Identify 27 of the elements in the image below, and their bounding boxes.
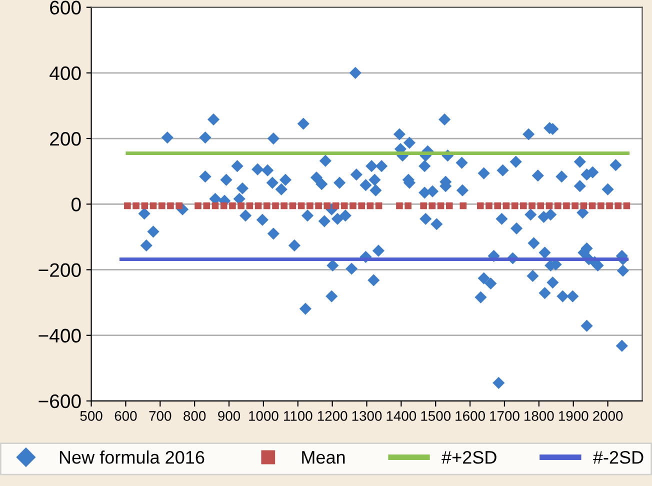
x-tick-label: 1900 [558, 411, 588, 421]
x-tick-label: 500 [80, 411, 102, 421]
y-tick-label: −400 [38, 328, 81, 343]
y-tick-label: 200 [50, 132, 81, 146]
y-tick-label: 400 [50, 66, 81, 80]
y-tick-label: −200 [38, 263, 81, 277]
x-tick-label: 1500 [421, 411, 451, 421]
x-tick-label: 1000 [249, 411, 278, 421]
y-tick-label: −600 [38, 394, 81, 408]
x-tick-label: 1800 [524, 411, 554, 421]
x-tick-label: 600 [114, 411, 137, 421]
legend-label: #+2SD [442, 450, 496, 464]
x-tick-label: 1300 [352, 411, 382, 421]
y-tick-label: 0 [72, 198, 81, 212]
legend-label: New formula 2016 [60, 450, 204, 464]
x-tick-label: 800 [184, 411, 206, 421]
x-tick-label: 1700 [490, 411, 520, 421]
x-tick-label: 700 [149, 411, 172, 421]
legend-label: Mean [302, 451, 345, 464]
x-tick-label: 1400 [386, 411, 416, 421]
x-tick-label: 900 [218, 411, 240, 421]
legend-label: #-2SD [593, 450, 644, 464]
x-tick-label: 1200 [318, 411, 348, 421]
y-tick-label: 600 [50, 0, 81, 15]
x-tick-label: 1600 [456, 411, 485, 421]
x-tick-label: 2000 [593, 411, 623, 421]
x-tick-label: 1100 [284, 411, 312, 421]
